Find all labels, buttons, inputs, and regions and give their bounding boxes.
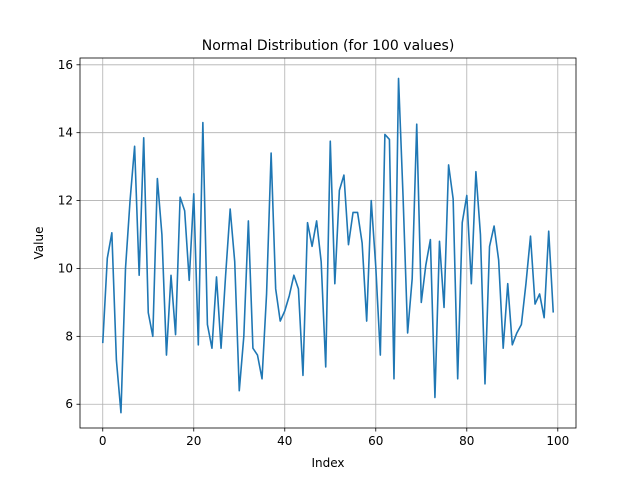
x-tick-label: 100 xyxy=(546,434,569,448)
x-tick-label: 40 xyxy=(277,434,292,448)
y-tick-label: 12 xyxy=(58,194,73,208)
y-axis-label: Value xyxy=(32,227,46,260)
x-tick-label: 0 xyxy=(99,434,107,448)
series-line xyxy=(101,77,555,414)
y-tick-label: 8 xyxy=(65,329,73,343)
x-tick-label: 60 xyxy=(368,434,383,448)
x-tick-label: 20 xyxy=(186,434,201,448)
x-axis: 0 20 40 60 80 100 xyxy=(99,428,569,448)
y-tick-label: 6 xyxy=(65,397,73,411)
y-tick-label: 14 xyxy=(58,126,73,140)
series-layer xyxy=(101,77,555,414)
x-axis-label: Index xyxy=(311,456,344,470)
y-tick-label: 16 xyxy=(58,58,73,72)
chart-title: Normal Distribution (for 100 values) xyxy=(202,38,455,54)
y-axis: 6 8 10 12 14 16 xyxy=(58,58,80,411)
y-tick-label: 10 xyxy=(58,261,73,275)
plot-frame xyxy=(79,57,577,429)
x-tick-label: 80 xyxy=(459,434,474,448)
